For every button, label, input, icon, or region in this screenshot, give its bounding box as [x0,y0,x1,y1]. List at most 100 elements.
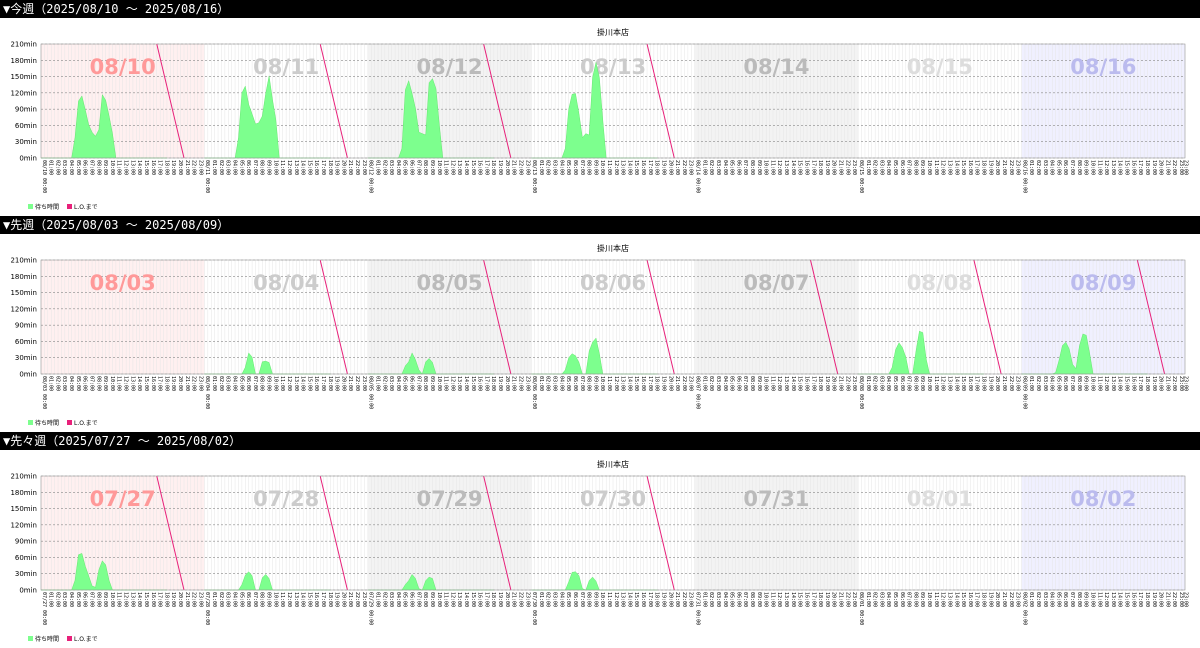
x-tick-label: 01:00 [375,160,381,175]
x-tick-label: 08/15 00:00 [858,160,864,193]
x-tick-label: 05:00 [729,592,735,607]
x-tick-label: 07:00 [252,160,258,175]
y-tick-label: 210min [10,41,37,49]
x-tick-label: 13:00 [1110,592,1116,607]
x-tick-label: 11:00 [279,160,285,175]
x-tick-label: 19:00 [497,160,503,175]
x-tick-label: 02:00 [708,376,714,391]
x-tick-label: 10:00 [272,376,278,391]
x-tick-label: 19:00 [1151,592,1157,607]
x-tick-label: 12:00 [123,160,129,175]
x-tick-label: 07:00 [89,592,95,607]
y-tick-label: 0min [19,155,37,163]
x-tick-label: 20:00 [1158,160,1164,175]
x-tick-label: 23:00 [851,592,857,607]
x-tick-label: 15:00 [306,160,312,175]
x-tick-label: 03:00 [1042,160,1048,175]
x-tick-label: 05:00 [402,592,408,607]
x-tick-label: 08:00 [95,160,101,175]
x-tick-label: 05:00 [729,376,735,391]
x-tick-label: 13:00 [129,376,135,391]
x-tick-label: 10:00 [1090,376,1096,391]
x-tick-label: 23:00 [1015,376,1021,391]
x-tick-label: 08:00 [1076,376,1082,391]
x-tick-label: 19:00 [987,376,993,391]
x-tick-label: 08/05 00:00 [368,376,374,409]
x-tick-label: 04:00 [232,592,238,607]
x-tick-label: 08:00 [1076,592,1082,607]
x-tick-label: 16:00 [967,592,973,607]
y-tick-label: 180min [10,273,37,281]
x-tick-label: 14:00 [463,376,469,391]
plot-border [40,43,1186,159]
lo-line [646,43,675,159]
x-tick-label: 05:00 [1055,592,1061,607]
x-tick-label: 21:00 [1001,376,1007,391]
x-tick-label: 04:00 [68,376,74,391]
x-tick-label: 17:00 [810,160,816,175]
x-tick-label: 09:00 [1083,592,1089,607]
x-tick-label: 04:00 [395,160,401,175]
x-tick-label: 16:00 [804,376,810,391]
x-tick-label: 15:00 [306,592,312,607]
x-tick-label: 01:00 [375,592,381,607]
x-tick-label: 11:00 [1096,592,1102,607]
x-tick-label: 14:00 [953,592,959,607]
x-tick-label: 15:00 [960,592,966,607]
x-tick-label: 14:00 [626,592,632,607]
x-tick-label: 17:00 [483,160,489,175]
x-tick-label: 07:00 [742,160,748,175]
x-tick-label: 10:00 [926,592,932,607]
x-tick-label: 16:00 [477,376,483,391]
legend-swatch-wait [28,204,33,209]
x-tick-label: 04:00 [722,592,728,607]
x-tick-label: 01:00 [211,376,217,391]
x-tick-label: 07/30 00:00 [531,592,537,625]
x-tick-label: 10:00 [109,376,115,391]
x-tick-label: 21:00 [511,376,517,391]
x-tick-label: 22:00 [681,376,687,391]
x-tick-label: 18:00 [1144,592,1150,607]
x-tick-label: 03:00 [878,592,884,607]
lo-line [319,259,348,375]
lo-line [319,475,348,591]
x-tick-label: 05:00 [565,376,571,391]
x-tick-label: 13:00 [783,376,789,391]
x-tick-label: 19:00 [497,376,503,391]
x-tick-label: 17:00 [320,160,326,175]
x-tick-label: 18:00 [817,376,823,391]
x-tick-label: 13:00 [293,160,299,175]
day-label: 08/02 [1070,487,1136,511]
x-tick-label: 18:00 [1144,160,1150,175]
x-tick-label: 13:00 [1110,376,1116,391]
x-tick-label: 07:00 [1069,160,1075,175]
x-tick-label: 07:00 [252,376,258,391]
y-tick-label: 210min [10,473,37,481]
x-tick-label: 10:00 [109,160,115,175]
x-tick-label: 03:00 [225,160,231,175]
x-tick-label: 23:00 [688,376,694,391]
lo-line [156,475,185,591]
x-tick-label: 11:00 [606,592,612,607]
x-tick-label: 11:00 [933,592,939,607]
x-tick-label: 14:00 [1117,376,1123,391]
day-label: 08/07 [743,271,809,295]
x-tick-label: 15:00 [633,592,639,607]
x-tick-label: 23:00 [1015,160,1021,175]
x-tick-label: 18:00 [327,376,333,391]
x-tick-label: 02:00 [545,160,551,175]
x-tick-label: 19:00 [170,376,176,391]
x-tick-label: 08:00 [422,376,428,391]
x-tick-label: 06:00 [572,160,578,175]
x-tick-label: 23:00 [851,376,857,391]
x-tick-label: 19:00 [661,592,667,607]
x-tick-label: 16:00 [967,160,973,175]
x-tick-label: 01:00 [1028,592,1034,607]
x-tick-label: 16:00 [313,592,319,607]
x-tick-label: 09:00 [266,160,272,175]
x-tick-label: 16:00 [640,160,646,175]
x-tick-label: 06:00 [245,376,251,391]
x-tick-label: 20:00 [994,160,1000,175]
x-tick-label: 19:00 [661,160,667,175]
x-tick-label: 09:00 [592,160,598,175]
